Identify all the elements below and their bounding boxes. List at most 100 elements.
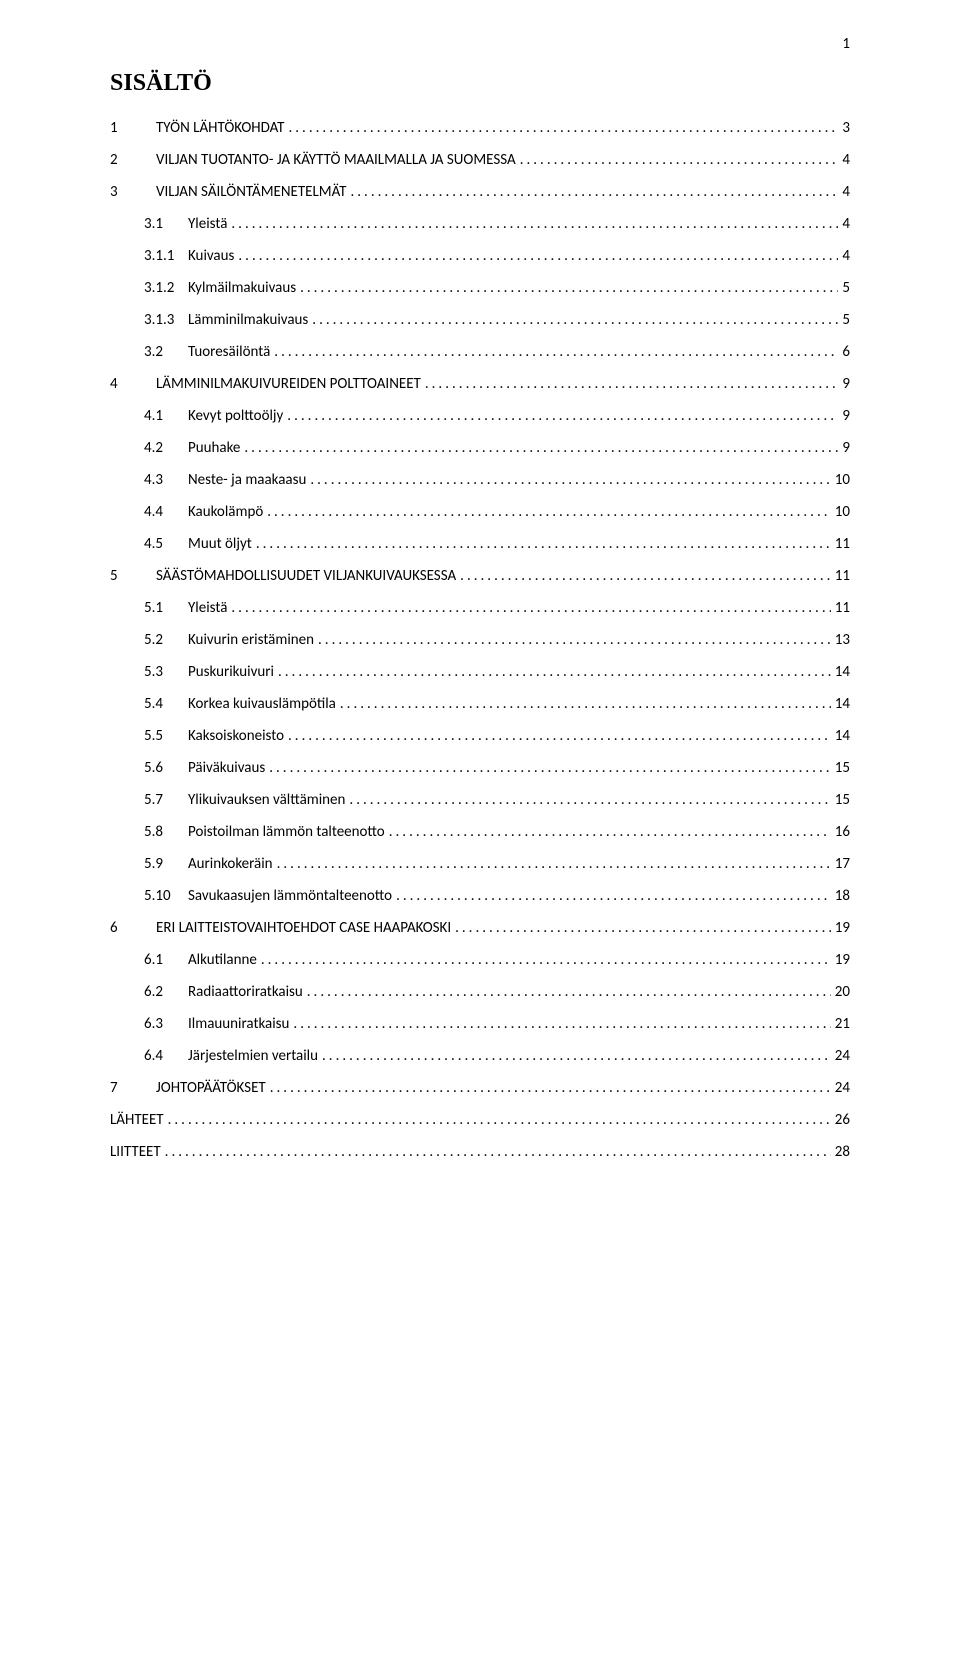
- toc-entry-label: TYÖN LÄHTÖKOHDAT: [152, 121, 284, 136]
- toc-leader-dots: [288, 729, 831, 744]
- toc-entry-number: 4.3: [144, 473, 184, 488]
- document-page: 1 SISÄLTÖ 1TYÖN LÄHTÖKOHDAT3 2 VILJAN TUOT…: [0, 0, 960, 1665]
- toc-leader-dots: [349, 793, 830, 808]
- toc-entry-label: VILJAN SÄILÖNTÄMENETELMÄT: [152, 185, 346, 200]
- toc-entry-label: Ilmauuniratkaisu: [184, 1017, 289, 1032]
- toc-leader-dots: [288, 121, 838, 136]
- toc-entry-label: Korkea kuivauslämpötila: [184, 697, 336, 712]
- toc-entry[interactable]: 4LÄMMINILMAKUIVUREIDEN POLTTOAINEET9: [110, 377, 850, 392]
- toc-entry-page: 18: [835, 889, 850, 904]
- toc-entry-number: 4.1: [144, 409, 184, 424]
- toc-leader-dots: [340, 697, 831, 712]
- toc-entry-label: SÄÄSTÖMAHDOLLISUUDET VILJANKUIVAUKSESSA: [152, 569, 456, 584]
- toc-entry[interactable]: 5.7Ylikuivauksen välttäminen15: [110, 793, 850, 808]
- toc-entry[interactable]: LÄHTEET26: [110, 1113, 850, 1128]
- toc-entry[interactable]: 5.4Korkea kuivauslämpötila14: [110, 697, 850, 712]
- toc-leader-dots: [350, 185, 838, 200]
- toc-entry-label: Kaukolämpö: [184, 505, 263, 520]
- toc-entry-number: 4: [110, 377, 136, 392]
- toc-entry[interactable]: 3.1.3Lämminilmakuivaus5: [110, 313, 850, 328]
- toc-entry[interactable]: 5.2Kuivurin eristäminen13: [110, 633, 850, 648]
- toc-entry[interactable]: 6.4Järjestelmien vertailu24: [110, 1049, 850, 1064]
- toc-leader-dots: [318, 633, 831, 648]
- toc-entry[interactable]: 5.9Aurinkokeräin17: [110, 857, 850, 872]
- toc-entry-page: 9: [842, 441, 850, 456]
- toc-leader-dots: [269, 761, 831, 776]
- toc-entry[interactable]: 5.10Savukaasujen lämmöntalteenotto18: [110, 889, 850, 904]
- toc-entry[interactable]: 5.3Puskurikuivuri14: [110, 665, 850, 680]
- toc-entry-number: 6.3: [144, 1017, 184, 1032]
- toc-entry[interactable]: 3VILJAN SÄILÖNTÄMENETELMÄT4: [110, 185, 850, 200]
- toc-entry-label: VILJAN TUOTANTO- JA KÄYTTÖ MAAILMALLA JA…: [152, 153, 516, 168]
- toc-leader-dots: [231, 217, 838, 232]
- toc-entry[interactable]: 4.4Kaukolämpö10: [110, 505, 850, 520]
- toc-entry[interactable]: 3.1.1Kuivaus4: [110, 249, 850, 264]
- toc-leader-dots: [520, 153, 839, 168]
- toc-entry-number: 5.10: [144, 889, 184, 904]
- toc-entry[interactable]: 3.1.2Kylmäilmakuivaus5: [110, 281, 850, 296]
- toc-entry[interactable]: 6.3Ilmauuniratkaisu21: [110, 1017, 850, 1032]
- toc-entry-label: Kevyt polttoöljy: [184, 409, 283, 424]
- toc-entry-label: Muut öljyt: [184, 537, 252, 552]
- toc-entry[interactable]: 3.1Yleistä4: [110, 217, 850, 232]
- toc-entry[interactable]: 2 VILJAN TUOTANTO- JA KÄYTTÖ MAAILMALLA J…: [110, 153, 850, 168]
- toc-entry-number: 5.7: [144, 793, 184, 808]
- toc-entry-number: 5: [110, 569, 136, 584]
- toc-entry[interactable]: 4.1Kevyt polttoöljy 9: [110, 409, 850, 424]
- toc-leader-dots: [307, 985, 831, 1000]
- toc-entry[interactable]: 5 SÄÄSTÖMAHDOLLISUUDET VILJANKUIVAUKSESSA…: [110, 569, 850, 584]
- toc-entry-page: 4: [842, 249, 850, 264]
- toc-entry-label: Yleistä: [184, 217, 227, 232]
- toc-leader-dots: [389, 825, 831, 840]
- toc-entry-label: Kaksoiskoneisto: [184, 729, 284, 744]
- toc-entry[interactable]: 6ERI LAITTEISTOVAIHTOEHDOT CASE HAAPAKOS…: [110, 921, 850, 936]
- toc-leader-dots: [300, 281, 838, 296]
- toc-entry[interactable]: 7JOHTOPÄÄTÖKSET24: [110, 1081, 850, 1096]
- toc-leader-dots: [310, 473, 830, 488]
- toc-leader-dots: [270, 1081, 831, 1096]
- toc-entry-page: 14: [835, 729, 850, 744]
- toc-entry-number: 2: [110, 153, 136, 168]
- toc-entry-label: Puskurikuivuri: [184, 665, 274, 680]
- page-number: 1: [842, 35, 850, 53]
- toc-entry[interactable]: 4.2Puuhake 9: [110, 441, 850, 456]
- toc-entry-page: 4: [842, 185, 850, 200]
- toc-entry[interactable]: 5.8Poistoilman lämmön talteenotto16: [110, 825, 850, 840]
- toc-entry-number: 5.9: [144, 857, 184, 872]
- toc-container: 1TYÖN LÄHTÖKOHDAT3 2 VILJAN TUOTANTO- JA K…: [110, 121, 850, 1160]
- toc-entry-page: 14: [835, 697, 850, 712]
- toc-entry-label: Alkutilanne: [184, 953, 257, 968]
- toc-leader-dots: [425, 377, 839, 392]
- toc-entry-label: Puuhake: [184, 441, 240, 456]
- toc-entry-number: 4.4: [144, 505, 184, 520]
- toc-entry-page: 6: [842, 345, 850, 360]
- toc-leader-dots: [168, 1113, 831, 1128]
- toc-entry-label: Neste- ja maakaasu: [184, 473, 306, 488]
- toc-leader-dots: [256, 537, 831, 552]
- toc-entry[interactable]: 4.5Muut öljyt11: [110, 537, 850, 552]
- toc-entry-number: 5.8: [144, 825, 184, 840]
- toc-entry[interactable]: 4.3Neste- ja maakaasu10: [110, 473, 850, 488]
- toc-entry-page: 11: [835, 569, 850, 584]
- toc-leader-dots: [244, 441, 838, 456]
- toc-entry[interactable]: 5.5Kaksoiskoneisto14: [110, 729, 850, 744]
- toc-leader-dots: [231, 601, 830, 616]
- toc-leader-dots: [261, 953, 831, 968]
- toc-entry[interactable]: 3.2Tuoresäilöntä6: [110, 345, 850, 360]
- toc-entry[interactable]: 6.2Radiaattoriratkaisu20: [110, 985, 850, 1000]
- toc-entry[interactable]: LIITTEET28: [110, 1145, 850, 1160]
- toc-title: SISÄLTÖ: [110, 70, 850, 97]
- toc-entry[interactable]: 6.1Alkutilanne19: [110, 953, 850, 968]
- toc-entry-number: 4.2: [144, 441, 184, 456]
- toc-entry-page: 24: [835, 1081, 850, 1096]
- toc-entry-page: 5: [842, 313, 850, 328]
- toc-entry-page: 14: [835, 665, 850, 680]
- toc-entry-number: 6: [110, 921, 136, 936]
- toc-entry[interactable]: 1TYÖN LÄHTÖKOHDAT3: [110, 121, 850, 136]
- toc-entry[interactable]: 5.6Päiväkuivaus15: [110, 761, 850, 776]
- toc-entry-page: 9: [842, 409, 850, 424]
- toc-entry-page: 24: [835, 1049, 850, 1064]
- toc-entry[interactable]: 5.1Yleistä11: [110, 601, 850, 616]
- toc-entry-page: 15: [835, 793, 850, 808]
- toc-entry-number: 5.2: [144, 633, 184, 648]
